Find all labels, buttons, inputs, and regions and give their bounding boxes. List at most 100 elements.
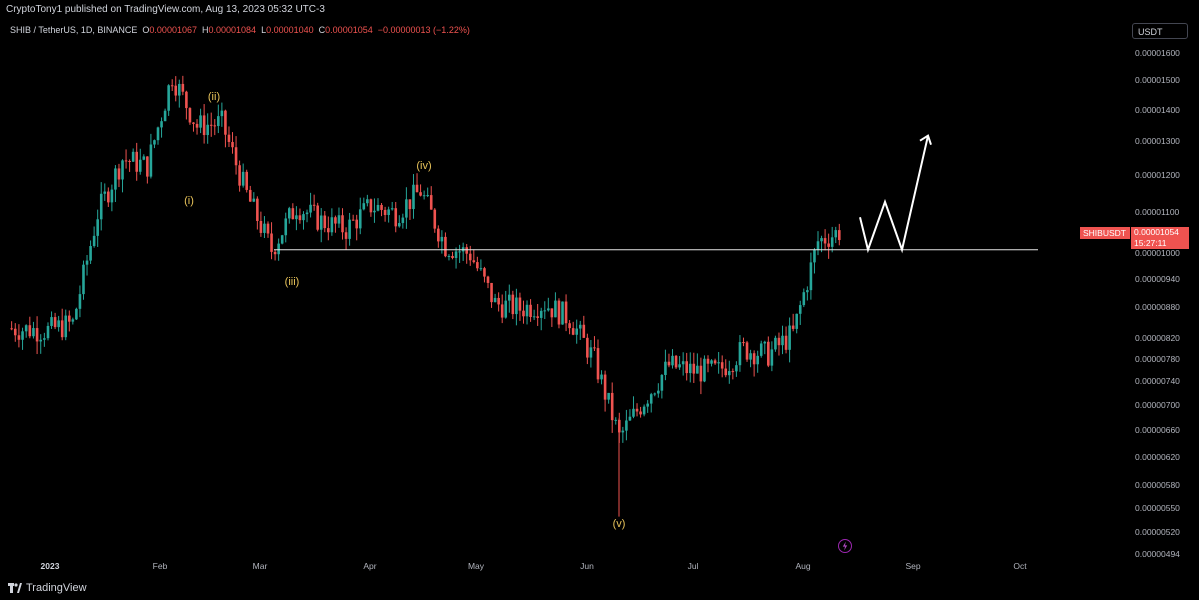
projection-path [859, 135, 929, 254]
candle [614, 417, 618, 425]
candle-body [412, 184, 415, 210]
candle-body [561, 301, 564, 325]
candle-body [153, 140, 156, 145]
time-tick-label: Mar [252, 561, 268, 571]
candle-body [795, 313, 799, 329]
candle-body [394, 208, 398, 227]
candle-body [245, 171, 249, 190]
candle [135, 142, 139, 181]
flash-icon[interactable] [838, 539, 852, 553]
candle-body [35, 328, 39, 342]
tradingview-logo-icon [8, 582, 22, 593]
candle [791, 313, 795, 332]
candle-body [515, 297, 518, 315]
candle-body [206, 124, 209, 136]
candlestick-chart[interactable] [0, 20, 1128, 558]
candle-body [625, 420, 628, 431]
candle-body [60, 320, 64, 338]
candle-body [156, 127, 160, 141]
candle-body [107, 191, 110, 203]
candle-body [426, 195, 429, 197]
chart-area[interactable] [0, 20, 1128, 558]
candle [720, 355, 724, 378]
candle [358, 197, 362, 235]
candle-body [185, 91, 188, 109]
candle [649, 392, 653, 413]
candle-body [366, 199, 369, 204]
candle [146, 156, 149, 184]
candle-body [67, 315, 71, 322]
ohlc-legend: SHIB / TetherUS, 1D, BINANCE O0.00001067… [10, 25, 470, 35]
price-tick-label: 0.00000880 [1135, 302, 1180, 313]
candle-body [735, 365, 738, 372]
price-tick-label: 0.00001000 [1135, 248, 1180, 258]
price-tick-label: 0.00000820 [1135, 332, 1180, 343]
price-tick-label: 0.00000494 [1135, 548, 1180, 559]
candle [625, 409, 628, 441]
candle [373, 198, 376, 223]
candle [195, 119, 199, 135]
candle-body [390, 208, 394, 210]
candle [35, 316, 39, 355]
candle [217, 104, 220, 134]
candle [351, 214, 355, 221]
price-tick-label: 0.00001100 [1135, 207, 1180, 218]
candle [706, 355, 710, 373]
candle-body [53, 317, 57, 328]
candle [472, 249, 476, 264]
candle-body [380, 204, 383, 210]
currency-button[interactable]: USDT [1132, 23, 1188, 39]
candle [830, 226, 834, 253]
candle [806, 286, 809, 301]
candle [380, 202, 383, 217]
candle [550, 308, 554, 327]
candle-body [752, 353, 756, 365]
candle [415, 173, 419, 193]
candle-body [270, 233, 273, 252]
time-tick-label: Jul [687, 561, 699, 571]
candle [327, 216, 330, 241]
candle [78, 285, 82, 318]
candle-body [437, 228, 440, 242]
candle-body [703, 358, 706, 382]
bar-countdown: 15:27:11 [1134, 238, 1167, 248]
candle [405, 187, 408, 229]
candle [515, 288, 518, 326]
candle-body [742, 342, 745, 344]
candle [774, 335, 777, 352]
candle [692, 352, 696, 383]
candle-body [547, 308, 550, 311]
time-tick-label: Apr [363, 561, 377, 571]
time-tick-label: Feb [152, 561, 168, 571]
candle [571, 321, 575, 336]
candle [160, 117, 163, 138]
candle [788, 317, 791, 363]
candle [312, 194, 316, 211]
candle [344, 227, 348, 250]
candle [181, 75, 185, 96]
candle-body [830, 237, 834, 247]
candle-body [774, 337, 777, 350]
candle-body [788, 325, 791, 350]
time-tick-label: Sep [905, 561, 921, 571]
tradingview-logo[interactable]: TradingView [8, 582, 87, 594]
candle-body [337, 215, 341, 224]
candle-body [635, 408, 639, 412]
candle-body [114, 168, 117, 190]
candle [426, 187, 429, 198]
candle [92, 226, 96, 248]
candle-body [355, 219, 359, 229]
candle [422, 190, 426, 200]
candle-body [75, 308, 78, 320]
candle [543, 301, 547, 320]
candle [610, 382, 614, 433]
candle-body [170, 85, 174, 87]
candle-body [657, 390, 660, 394]
candle [447, 254, 451, 261]
candle [202, 104, 206, 144]
candle [206, 113, 209, 144]
candle [32, 321, 35, 339]
candle [366, 194, 369, 207]
price-tick-label: 0.00000780 [1135, 353, 1180, 364]
candle-body [64, 315, 68, 338]
